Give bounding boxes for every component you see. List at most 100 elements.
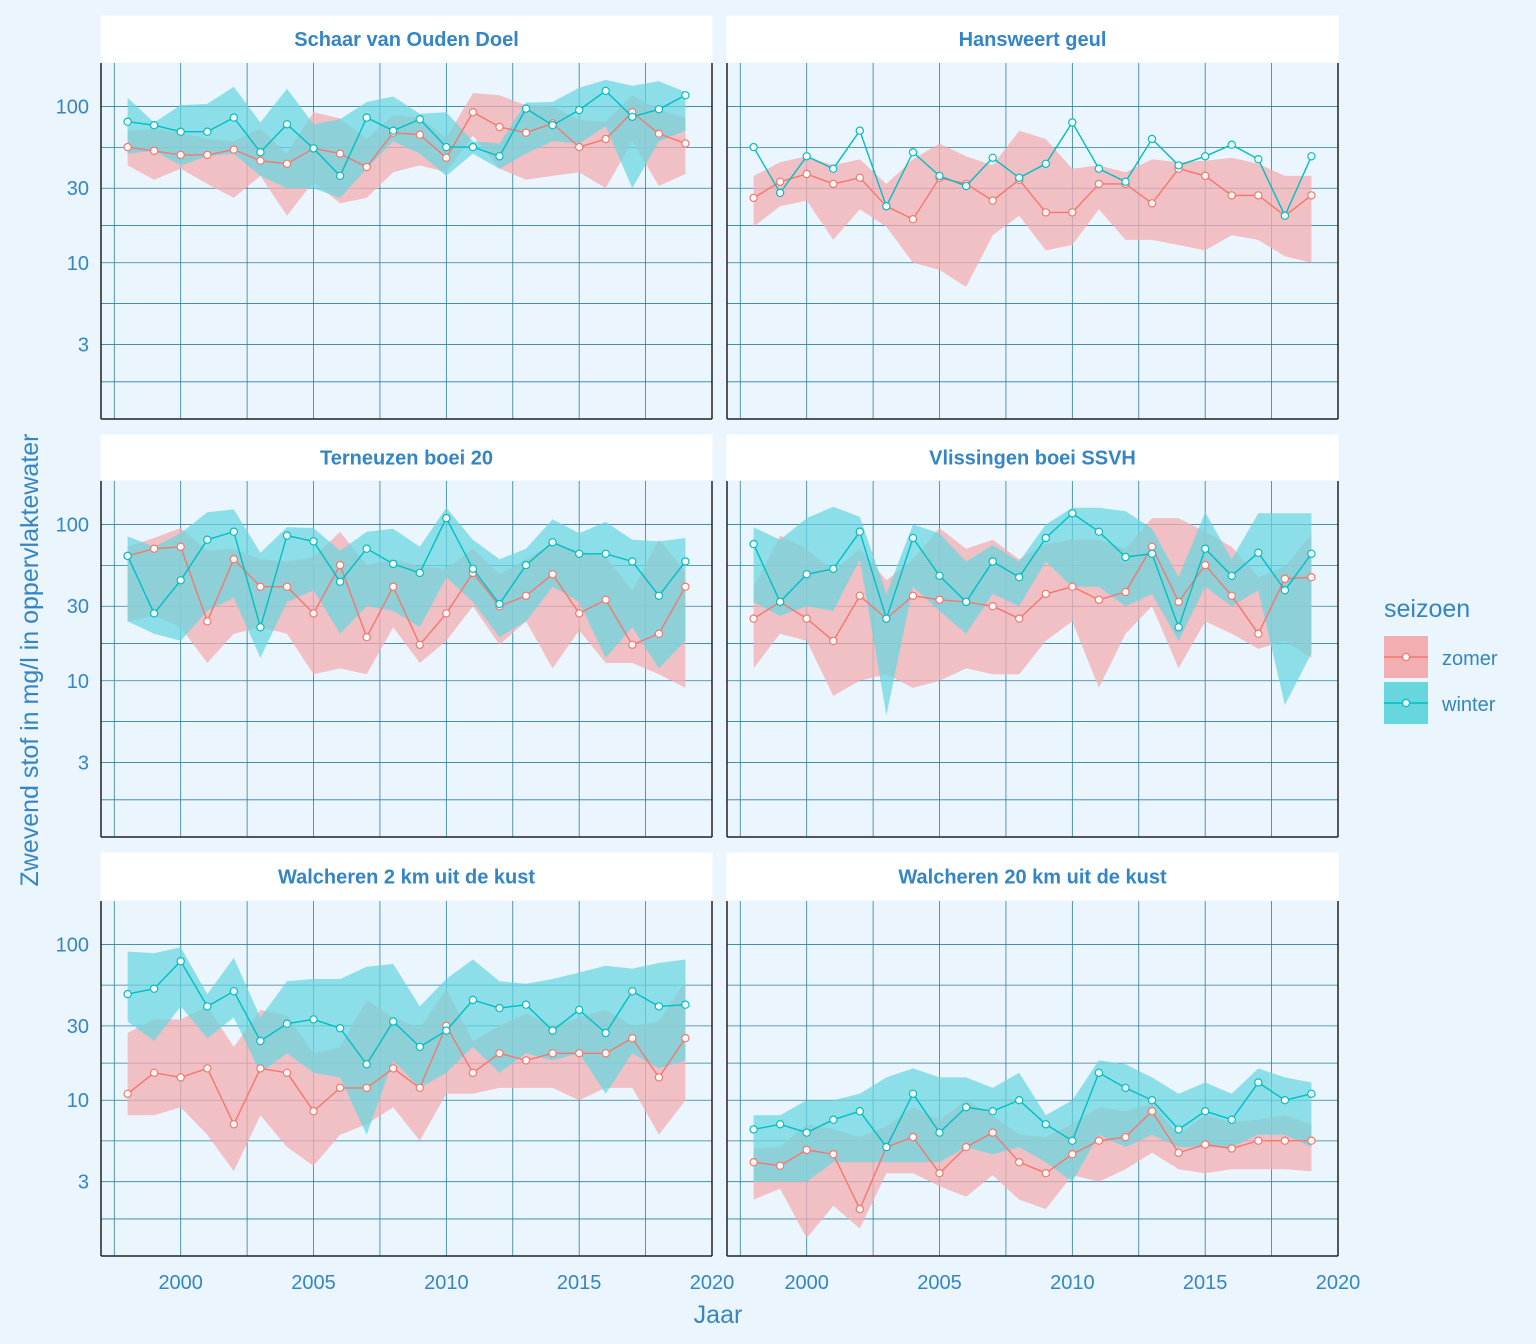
point-winter bbox=[1015, 573, 1024, 582]
point-zomer bbox=[749, 614, 758, 623]
panel-strip bbox=[100, 434, 713, 481]
point-zomer bbox=[855, 591, 865, 601]
point-winter bbox=[548, 1026, 557, 1035]
panel-title: Terneuzen boei 20 bbox=[320, 448, 493, 470]
point-winter bbox=[749, 142, 758, 152]
point-zomer bbox=[203, 617, 212, 626]
point-zomer bbox=[1094, 1136, 1104, 1145]
line-winter bbox=[753, 1071, 1312, 1149]
point-zomer bbox=[1200, 171, 1210, 181]
point-winter bbox=[628, 112, 637, 122]
ribbon-winter bbox=[753, 1060, 1312, 1182]
point-winter bbox=[521, 104, 531, 113]
point-zomer bbox=[628, 640, 637, 650]
point-winter bbox=[176, 127, 185, 136]
point-winter bbox=[442, 513, 451, 523]
line-winter bbox=[126, 516, 686, 630]
panels-group: Schaar van Ouden Doel 3 10 30 100 Hansweert g… bbox=[56, 15, 1360, 1294]
point-winter bbox=[1307, 1089, 1316, 1099]
panel-title: Walcheren 20 km uit de kust bbox=[898, 867, 1167, 889]
point-winter bbox=[935, 571, 944, 581]
point-winter bbox=[521, 560, 531, 570]
point-zomer bbox=[176, 1073, 185, 1082]
point-zomer bbox=[601, 595, 610, 605]
point-zomer bbox=[123, 142, 132, 152]
point-zomer bbox=[681, 582, 690, 591]
point-zomer bbox=[601, 134, 610, 144]
point-winter bbox=[988, 1106, 997, 1116]
point-winter bbox=[415, 568, 424, 578]
legend-label-winter: winter bbox=[1441, 694, 1496, 716]
point-zomer bbox=[628, 1033, 637, 1043]
point-zomer bbox=[521, 591, 531, 601]
point-winter bbox=[495, 152, 504, 161]
legend-title: seizoen bbox=[1384, 595, 1470, 623]
point-winter bbox=[681, 91, 690, 100]
panel-1: Schaar van Ouden Doel 3 10 30 100 bbox=[56, 15, 713, 420]
point-zomer bbox=[1068, 1149, 1077, 1159]
point-winter bbox=[961, 597, 971, 607]
point-zomer bbox=[575, 1049, 584, 1058]
point-winter bbox=[548, 120, 557, 130]
point-winter bbox=[1254, 154, 1263, 164]
ribbon-winter bbox=[127, 947, 686, 1135]
point-zomer bbox=[176, 542, 185, 552]
point-zomer bbox=[749, 1157, 758, 1167]
panel-3: Terneuzen boei 20 3 10 30 100 bbox=[56, 434, 713, 838]
point-zomer bbox=[681, 1033, 690, 1043]
point-zomer bbox=[1121, 1132, 1130, 1142]
point-zomer bbox=[1254, 191, 1263, 200]
point-winter bbox=[149, 609, 159, 618]
point-winter bbox=[1041, 159, 1051, 168]
point-winter bbox=[1068, 509, 1077, 518]
point-winter bbox=[802, 1128, 811, 1137]
point-zomer bbox=[123, 1089, 132, 1099]
point-winter bbox=[829, 564, 838, 574]
point-zomer bbox=[1200, 560, 1210, 570]
point-zomer bbox=[521, 128, 531, 137]
point-winter bbox=[1280, 586, 1290, 595]
point-winter bbox=[654, 1002, 664, 1011]
point-winter bbox=[1068, 1136, 1077, 1145]
point-zomer bbox=[442, 153, 451, 162]
panel-title: Schaar van Ouden Doel bbox=[294, 29, 519, 51]
point-zomer bbox=[654, 1073, 664, 1082]
point-winter bbox=[282, 531, 292, 540]
point-winter bbox=[362, 1060, 371, 1069]
point-winter bbox=[1015, 1095, 1024, 1105]
point-zomer bbox=[802, 614, 811, 623]
point-winter bbox=[775, 1120, 785, 1129]
x-axis-title: Jaar bbox=[694, 1301, 743, 1329]
point-zomer bbox=[1307, 191, 1316, 200]
point-zomer bbox=[908, 1132, 918, 1142]
point-winter bbox=[882, 202, 891, 211]
point-zomer bbox=[829, 636, 838, 646]
point-winter bbox=[1174, 623, 1183, 632]
point-zomer bbox=[654, 129, 664, 138]
point-winter bbox=[335, 1023, 345, 1033]
panel-title: Vlissingen boei SSVH bbox=[929, 448, 1136, 470]
panel-strip bbox=[100, 852, 713, 901]
point-winter bbox=[229, 113, 238, 122]
point-zomer bbox=[1147, 1106, 1157, 1116]
ribbon-winter bbox=[127, 79, 686, 198]
point-zomer bbox=[149, 1068, 159, 1078]
point-winter bbox=[548, 538, 557, 547]
point-winter bbox=[575, 549, 584, 559]
legend: seizoen zomer winter bbox=[1384, 595, 1498, 724]
point-winter bbox=[256, 1036, 265, 1046]
x-tick-label: 2010 bbox=[1050, 1272, 1095, 1294]
point-winter bbox=[203, 1002, 212, 1011]
point-zomer bbox=[282, 582, 292, 591]
x-tick-label: 2000 bbox=[158, 1272, 203, 1294]
point-winter bbox=[961, 1103, 971, 1112]
point-zomer bbox=[908, 214, 918, 224]
point-zomer bbox=[749, 193, 758, 203]
point-winter bbox=[882, 1142, 891, 1152]
point-winter bbox=[935, 171, 944, 181]
point-zomer bbox=[1307, 1136, 1316, 1145]
point-winter bbox=[1174, 161, 1183, 170]
point-zomer bbox=[1227, 591, 1236, 601]
line-winter bbox=[752, 121, 1313, 218]
point-winter bbox=[309, 537, 318, 546]
